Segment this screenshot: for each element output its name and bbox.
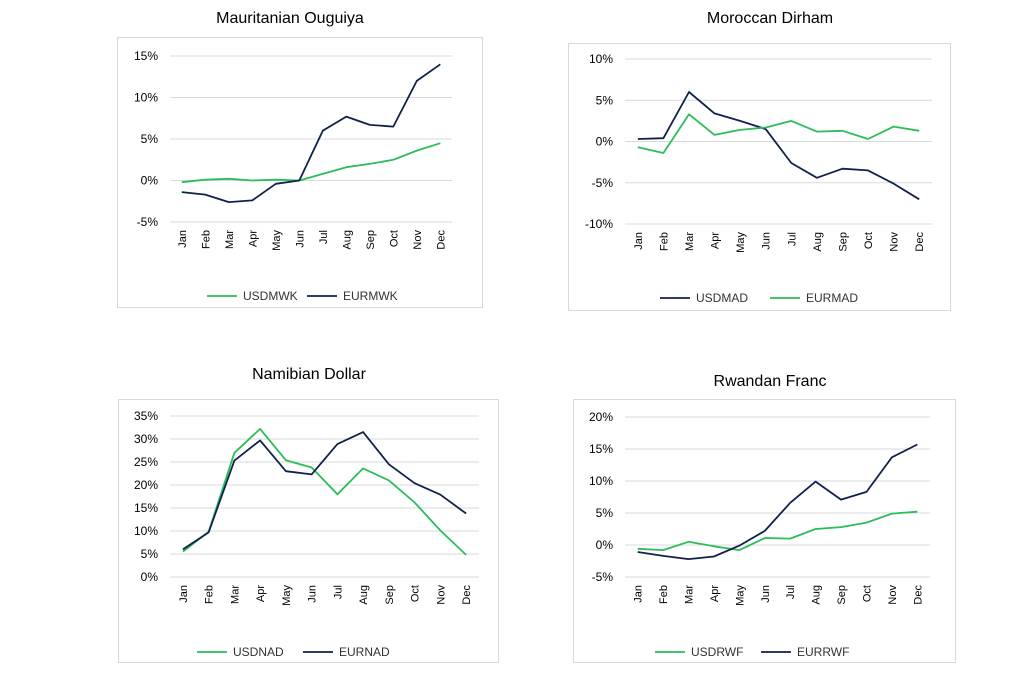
x-tick-label: Sep (365, 230, 377, 250)
y-tick-label: 10% (589, 474, 613, 488)
series-line-usdnad (182, 427, 467, 556)
y-tick-label: 25% (134, 455, 158, 469)
x-tick-label: Aug (341, 230, 353, 250)
series-line-eurmwk (181, 63, 441, 204)
series-line-usdmad (637, 91, 920, 201)
y-tick-label: 35% (134, 409, 158, 423)
chart-title: Mauritanian Ouguiya (216, 10, 364, 27)
y-tick-label: 15% (589, 442, 613, 456)
x-tick-label: Jun (760, 585, 772, 603)
y-tick-label: 0% (596, 538, 614, 552)
x-tick-label: Oct (388, 230, 400, 247)
legend-label: EURNAD (339, 645, 390, 659)
x-tick-label: May (271, 230, 283, 251)
x-tick-label: May (734, 585, 746, 606)
x-tick-label: Apr (255, 585, 267, 602)
y-tick-label: -5% (592, 176, 614, 190)
legend-label: EURMAD (806, 291, 858, 305)
x-tick-label: Sep (836, 585, 848, 605)
chart-title: Namibian Dollar (252, 366, 366, 383)
y-tick-label: 15% (134, 49, 158, 63)
x-tick-label: Nov (887, 585, 899, 605)
legend-label: USDRWF (691, 645, 743, 659)
x-tick-label: Jan (633, 232, 645, 250)
x-tick-label: Jun (294, 230, 306, 248)
x-tick-label: Feb (658, 585, 670, 604)
legend-label: USDMAD (696, 291, 748, 305)
series-line-usdrwf (637, 510, 918, 552)
x-tick-label: Feb (200, 230, 212, 249)
y-tick-label: 5% (596, 93, 614, 107)
x-tick-label: Apr (710, 232, 722, 249)
x-tick-label: Apr (709, 585, 721, 602)
legend-label: USDMWK (243, 289, 298, 303)
series-line-eurrwf (637, 443, 918, 561)
x-tick-label: May (735, 232, 747, 253)
y-tick-label: 0% (141, 174, 159, 188)
x-tick-label: Oct (410, 585, 422, 602)
x-tick-label: Jun (307, 585, 319, 603)
y-tick-label: 20% (134, 478, 158, 492)
x-tick-label: Nov (889, 232, 901, 252)
chart-frame (568, 43, 951, 311)
x-tick-label: Dec (912, 585, 924, 605)
x-tick-label: Aug (811, 585, 823, 605)
x-tick-label: Feb (658, 232, 670, 251)
y-tick-label: 15% (134, 501, 158, 515)
legend-label: EURRWF (797, 645, 849, 659)
y-tick-label: 5% (596, 506, 614, 520)
x-tick-label: Jul (318, 230, 330, 244)
line-chart-rwandan-franc: -5% 0% 5% 10% 15% 20% Jan Feb Mar Apr May Jun Jul Aug… (589, 410, 930, 659)
x-tick-label: Dec (461, 585, 473, 605)
x-tick-label: Jul (785, 585, 797, 599)
chart-frame (117, 37, 483, 308)
x-tick-label: Mar (224, 230, 236, 249)
y-tick-label: 0% (596, 135, 614, 149)
x-tick-label: Apr (247, 230, 259, 247)
x-tick-label: Sep (384, 585, 396, 605)
x-tick-label: Jun (761, 232, 773, 250)
chart-title: Moroccan Dirham (706, 10, 834, 27)
x-tick-label: Feb (204, 585, 216, 604)
y-tick-label: 10% (134, 91, 158, 105)
x-tick-label: Aug (812, 232, 824, 252)
series-line-usdmwk (181, 142, 441, 184)
x-tick-label: Jan (177, 230, 189, 248)
y-tick-label: 0% (141, 570, 159, 584)
legend-label: USDNAD (233, 645, 284, 659)
y-tick-label: -5% (592, 570, 614, 584)
y-tick-label: 10% (134, 524, 158, 538)
x-tick-label: Nov (412, 230, 424, 250)
x-tick-label: Jul (786, 232, 798, 246)
line-chart-namibian-dollar: 0% 5% 10% 15% 20% 25% 30% 35% Jan Feb Mar Apr May Jun… (134, 409, 479, 659)
legend-label: EURMWK (343, 289, 398, 303)
x-tick-label: Jan (178, 585, 190, 603)
y-tick-label: 5% (141, 132, 159, 146)
x-tick-label: Dec (914, 232, 926, 252)
y-tick-label: 30% (134, 432, 158, 446)
chart-title: Rwandan Franc (713, 373, 827, 390)
series-line-eurmad (637, 113, 920, 154)
x-tick-label: Sep (837, 232, 849, 252)
y-tick-label: -5% (137, 215, 159, 229)
line-chart-moroccan-dirham: -10% -5% 0% 5% 10% Jan Feb Mar Apr May Jun Jul Aug Se… (585, 52, 932, 305)
y-tick-label: 10% (589, 52, 613, 66)
x-tick-label: Nov (435, 585, 447, 605)
x-tick-label: Mar (229, 585, 241, 604)
x-tick-label: Mar (684, 232, 696, 251)
x-tick-label: Jan (633, 585, 645, 603)
x-tick-label: Dec (435, 230, 447, 250)
x-tick-label: Oct (863, 232, 875, 249)
x-tick-label: Aug (358, 585, 370, 605)
x-tick-label: Oct (861, 585, 873, 602)
y-tick-label: -10% (585, 217, 613, 231)
x-tick-label: Mar (684, 585, 696, 604)
y-tick-label: 20% (589, 410, 613, 424)
x-tick-label: May (281, 585, 293, 606)
line-chart-mauritanian-ouguiya: -5% 0% 5% 10% 15% Jan Feb Mar Apr May Jun Jul Aug Sep… (134, 49, 452, 303)
series-line-eurnad (182, 431, 467, 551)
y-tick-label: 5% (141, 547, 159, 561)
x-tick-label: Jul (332, 585, 344, 599)
